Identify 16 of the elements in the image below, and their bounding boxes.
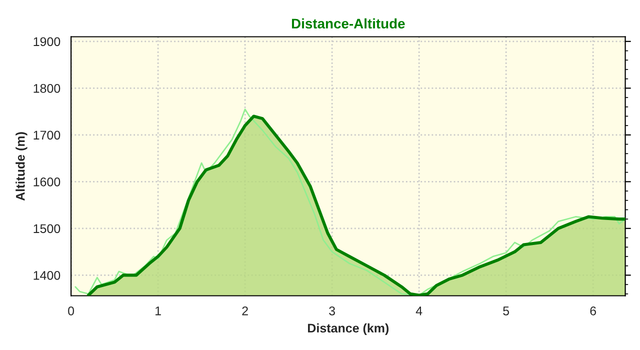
y-axis-title: Altitude (m) (16, 132, 28, 201)
y-tick-label: 1600 (34, 177, 60, 186)
x-tick-label: 3 (329, 306, 335, 316)
x-tick-label: 2 (242, 306, 248, 316)
y-tick-label: 1800 (34, 84, 60, 93)
x-tick-label: 0 (68, 306, 74, 316)
x-tick-label: 5 (503, 306, 510, 316)
x-tick-label: 1 (156, 306, 161, 316)
y-tick-label: 1900 (34, 37, 60, 46)
x-axis-title: Distance (km) (308, 323, 389, 336)
y-tick-label: 1500 (34, 224, 60, 234)
chart-title: Distance-Altitude (292, 18, 405, 29)
y-tick-label: 1400 (34, 270, 60, 280)
y-tick-label: 1700 (34, 130, 60, 140)
x-tick-label: 4 (416, 306, 422, 316)
x-tick-label: 6 (590, 306, 596, 316)
